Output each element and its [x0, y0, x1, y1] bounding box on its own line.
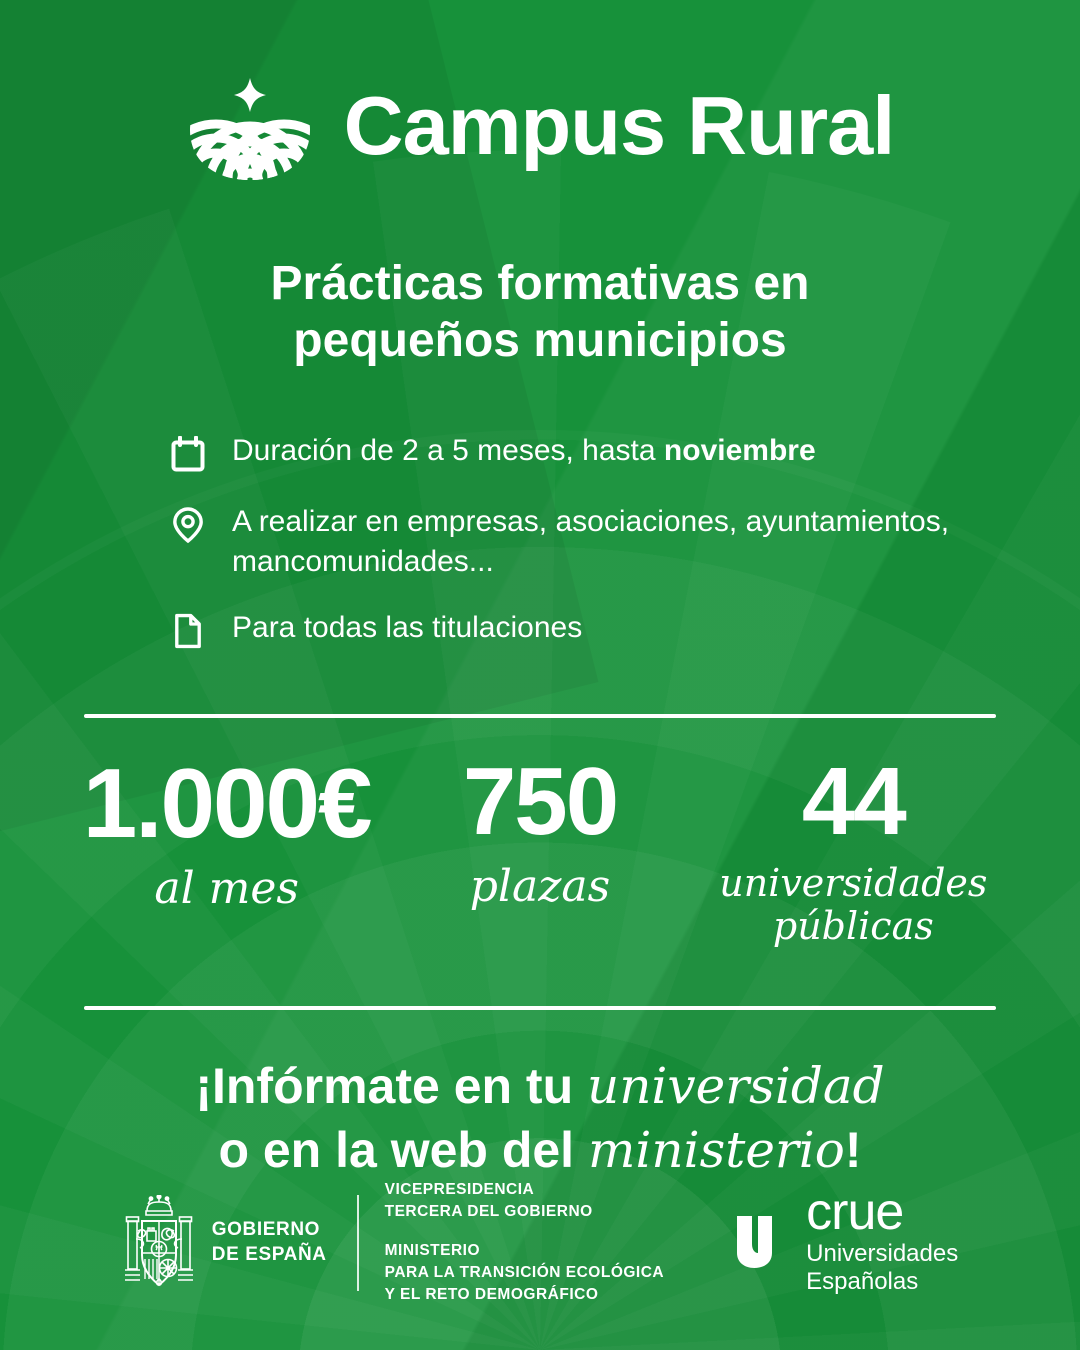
ministry-block-ministerio: MINISTERIO PARA LA TRANSICIÓN ECOLÓGICA … — [385, 1240, 665, 1306]
ministry-line-1: VICEPRESIDENCIA — [384, 1181, 535, 1198]
cta-line-2-end: ! — [844, 1121, 862, 1178]
stat-universities: 44 universidades públicas — [697, 754, 1010, 947]
cta-line-1-plain: ¡Infórmate en tu — [195, 1057, 588, 1114]
stats-row: 1.000€ al mes 750 plazas 44 universidade… — [0, 754, 1080, 947]
gobierno-de-espana-logo: GOBIERNO DE ESPAÑA — [122, 1193, 357, 1291]
crue-subtitle-line-2: Españolas — [806, 1268, 919, 1296]
crue-u-shield-icon — [734, 1213, 790, 1271]
list-item: Para todas las titulaciones — [168, 608, 968, 652]
stat-places: 750 plazas — [383, 748, 696, 913]
stat-places-value: 750 — [462, 748, 619, 856]
cta-line-1-italic: universidad — [587, 1056, 885, 1115]
stat-universities-label-line-1: universidades — [719, 861, 988, 906]
stat-universities-label: universidades públicas — [697, 862, 1010, 947]
ministry-line-4: PARA LA TRANSICIÓN ECOLÓGICA — [384, 1264, 665, 1281]
brand-header: Campus Rural — [0, 0, 1080, 184]
cta-line-2-plain: o en la web del — [218, 1121, 588, 1178]
calendar-icon — [168, 433, 208, 475]
stat-amount: 1.000€ al mes — [70, 754, 383, 913]
crue-text: crue Universidades Españolas — [806, 1183, 958, 1297]
crue-subtitle: Universidades Españolas — [806, 1240, 958, 1297]
list-item-label: Duración de 2 a 5 meses, hasta noviembre — [232, 431, 816, 471]
crue-logo: crue Universidades Españolas — [734, 1183, 958, 1297]
crue-wordmark: crue — [806, 1183, 904, 1242]
campus-rural-leaf-arcs-star-icon — [186, 66, 314, 184]
footer-logos: GOBIERNO DE ESPAÑA VICEPRESIDENCIA TERCE… — [0, 1179, 1080, 1306]
document-icon — [168, 610, 208, 652]
subtitle-line-2: pequeños municipios — [293, 313, 787, 367]
subtitle: Prácticas formativas en pequeños municip… — [190, 256, 890, 369]
list-item-label: A realizar en empresas, asociaciones, ay… — [232, 505, 950, 578]
ministry-line-3: MINISTERIO — [384, 1242, 481, 1259]
stat-universities-value: 44 — [801, 748, 907, 856]
ministry-block-vicepresidencia: VICEPRESIDENCIA TERCERA DEL GOBIERNO — [385, 1179, 665, 1223]
stat-amount-value: 1.000€ — [82, 748, 373, 859]
bullet-1-text: Duración de 2 a 5 meses, hasta — [232, 434, 664, 468]
cta-line-2: o en la web del ministerio! — [0, 1118, 1080, 1182]
ministry-label: VICEPRESIDENCIA TERCERA DEL GOBIERNO MIN… — [385, 1179, 735, 1306]
divider-top — [84, 714, 996, 719]
location-pin-icon — [168, 504, 208, 546]
stat-universities-label-line-2: públicas — [772, 903, 934, 948]
gobierno-label: GOBIERNO DE ESPAÑA — [212, 1218, 327, 1267]
bullet-1-bold: noviembre — [663, 434, 816, 468]
ministry-line-5: Y EL RETO DEMOGRÁFICO — [384, 1286, 599, 1303]
footer-vertical-rule — [356, 1194, 359, 1291]
crue-subtitle-line-1: Universidades — [806, 1239, 959, 1267]
spain-coat-of-arms-icon — [122, 1193, 196, 1291]
cta-line-2-italic: ministerio — [587, 1120, 845, 1179]
stat-places-label: plazas — [469, 861, 611, 913]
ministry-line-2: TERCERA DEL GOBIERNO — [384, 1203, 593, 1220]
feature-list: Duración de 2 a 5 meses, hasta noviembre… — [168, 431, 968, 652]
list-item: A realizar en empresas, asociaciones, ay… — [168, 502, 968, 581]
stat-amount-label: al mes — [154, 863, 299, 915]
cta-line-1: ¡Infórmate en tu universidad — [0, 1054, 1080, 1118]
subtitle-line-1: Prácticas formativas en — [270, 257, 810, 310]
call-to-action: ¡Infórmate en tu universidad o en la web… — [0, 1054, 1080, 1182]
gobierno-label-line-1: GOBIERNO — [211, 1218, 321, 1240]
list-item: Duración de 2 a 5 meses, hasta noviembre — [168, 431, 968, 475]
list-item-label: Para todas las titulaciones — [232, 611, 583, 645]
page-title: Campus Rural — [343, 78, 896, 172]
divider-bottom — [84, 1005, 996, 1010]
gobierno-label-line-2: DE ESPAÑA — [211, 1243, 327, 1265]
